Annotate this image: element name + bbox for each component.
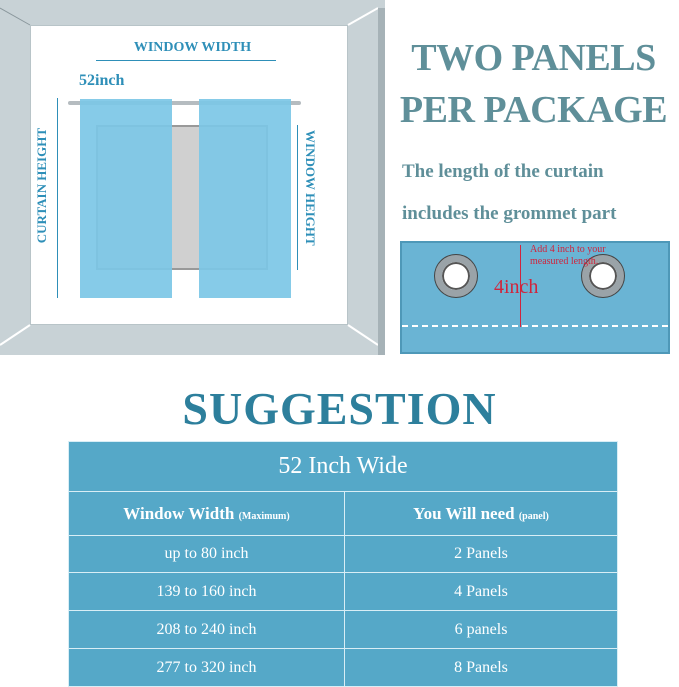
window-height-line [297, 125, 298, 270]
col-header-window-width: Window Width (Maximum) [68, 491, 345, 536]
left-curtain-panel [80, 99, 172, 298]
col-header-panels: You Will need (panel) [344, 491, 618, 536]
grommet-ring-icon [582, 255, 624, 297]
window-width-line [96, 60, 276, 61]
table-row: up to 80 inch 2 Panels [68, 535, 618, 573]
curtain-height-line [57, 98, 58, 298]
header-line-1: TWO PANELS [411, 37, 656, 79]
right-curtain-panel [199, 99, 291, 298]
window-height-label: WINDOW HEIGHT [303, 130, 318, 246]
table-row: 277 to 320 inch 8 Panels [68, 648, 618, 687]
curtain-height-label: CURTAIN HEIGHT [34, 128, 49, 244]
window-width-label: WINDOW WIDTH [133, 40, 252, 55]
room-perspective-lines [0, 7, 385, 355]
curtain-rod [68, 101, 301, 105]
measure-arrow [520, 245, 521, 327]
room-diagram: WINDOW WIDTH 52inch CURTAIN HEIGHT WINDO… [0, 0, 385, 355]
grommet-hint: Add 4 inch to your measured length. [530, 244, 606, 267]
grommet-detail: Add 4 inch to your measured length. 4inch [400, 241, 670, 354]
curtain-width-label: 52inch [79, 72, 125, 89]
table-row: 139 to 160 inch 4 Panels [68, 572, 618, 611]
note-line-2: includes the grommet part [402, 203, 617, 224]
grommet-measure: 4inch [494, 276, 539, 298]
suggestion-table: 52 Inch Wide Window Width (Maximum) You … [68, 441, 618, 687]
suggestion-title: SUGGESTION [182, 383, 497, 434]
stitch-line [402, 325, 668, 327]
table-title: 52 Inch Wide [68, 441, 618, 492]
grommet-ring-icon [435, 255, 477, 297]
header-line-2: PER PACKAGE [399, 89, 668, 131]
table-row: 208 to 240 inch 6 panels [68, 610, 618, 649]
note-line-1: The length of the curtain [402, 161, 604, 182]
